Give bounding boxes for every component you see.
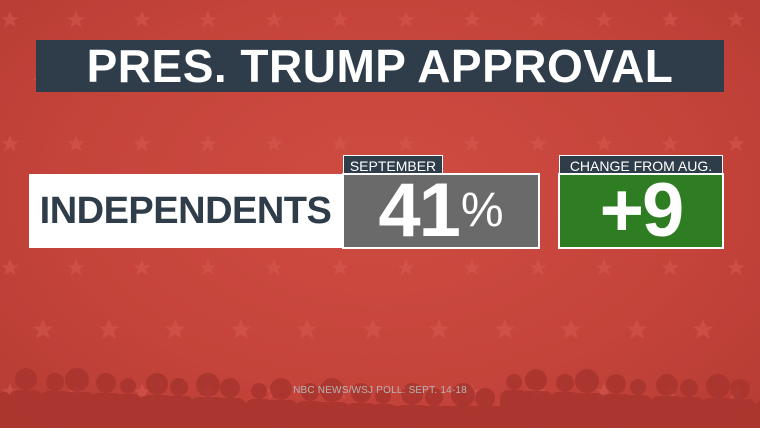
september-unit: % <box>460 184 504 237</box>
group-label-box: INDEPENDENTS <box>29 174 342 248</box>
change-value: +9 <box>599 168 685 253</box>
september-value: 41 <box>378 168 461 253</box>
crowd-silhouette-icon <box>0 368 760 428</box>
source-credit: NBC NEWS/WSJ POLL: SEPT. 14-18 <box>293 385 467 396</box>
september-value-box: 41 % <box>342 173 540 249</box>
page-title: PRES. TRUMP APPROVAL <box>86 40 674 92</box>
change-value-box: +9 <box>558 173 724 249</box>
group-label: INDEPENDENTS <box>39 189 332 232</box>
title-bar: PRES. TRUMP APPROVAL <box>36 40 724 92</box>
